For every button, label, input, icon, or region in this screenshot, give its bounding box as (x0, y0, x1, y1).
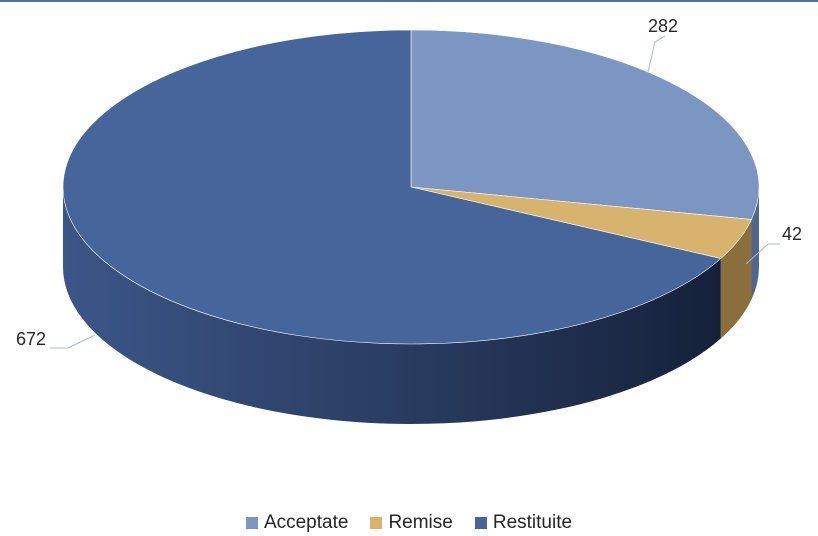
data-label-remise: 42 (782, 224, 802, 244)
legend-label-remise: Remise (388, 512, 453, 533)
legend-swatch-restituite (474, 517, 487, 529)
legend-swatch-remise (370, 517, 383, 529)
data-label-restituite: 672 (16, 329, 46, 349)
legend-swatch-acceptate (245, 517, 258, 529)
pie-side-acceptate (751, 187, 759, 300)
legend-item-acceptate: Acceptate (245, 512, 349, 534)
pie-chart: 282 42 672 (16, 16, 802, 424)
legend: Acceptate Remise Restituite (0, 512, 818, 534)
pie-side-remise (720, 219, 752, 339)
leader-line-remise (745, 243, 780, 265)
legend-item-restituite: Restituite (474, 512, 573, 534)
pie-side-restituite (63, 187, 721, 424)
legend-label-restituite: Restituite (492, 512, 573, 533)
leader-line-restituite (50, 334, 96, 349)
data-label-acceptate: 282 (648, 16, 678, 36)
leader-line-acceptate (647, 35, 666, 73)
pie-slice-restituite (62, 29, 722, 345)
legend-label-acceptate: Acceptate (263, 512, 349, 533)
legend-item-remise: Remise (370, 512, 453, 534)
pie-slice-acceptate (410, 29, 760, 220)
